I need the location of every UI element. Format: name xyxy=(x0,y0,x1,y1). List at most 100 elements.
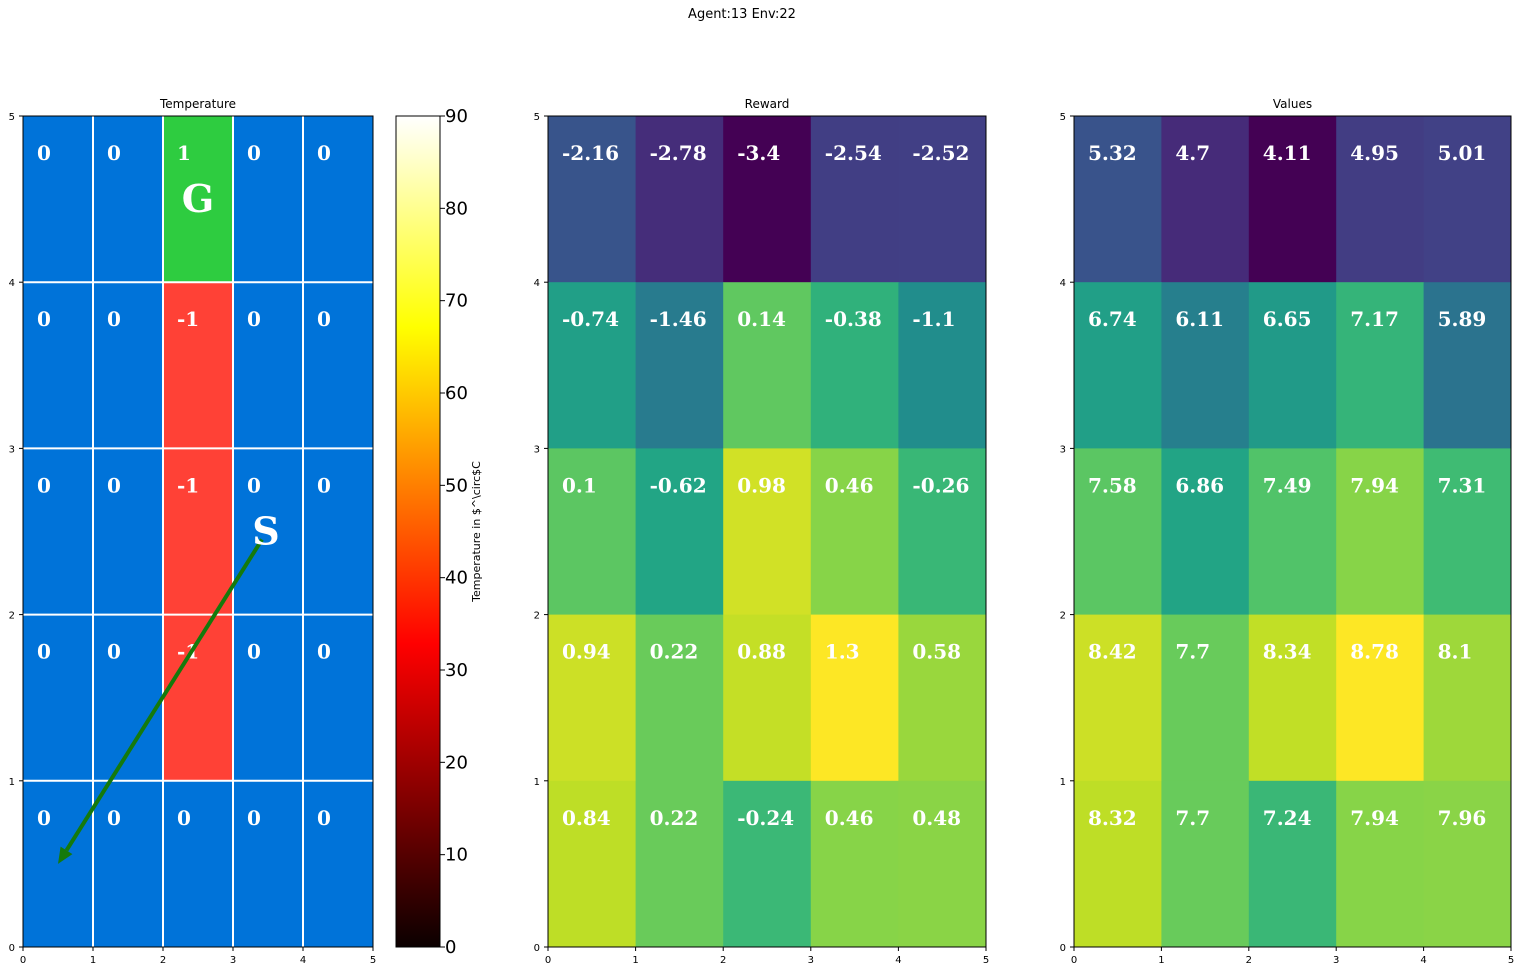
y-tick-label: 2 xyxy=(534,611,540,622)
heatmap-cell xyxy=(23,448,94,616)
y-tick-label: 4 xyxy=(9,278,15,289)
cell-value-label: 6.11 xyxy=(1175,307,1224,331)
cell-value-label: 0 xyxy=(107,640,121,664)
heatmap-cell xyxy=(233,448,304,616)
cell-value-label: 0.1 xyxy=(562,473,597,497)
cell-value-label: 0 xyxy=(107,473,121,497)
cell-value-label: 0 xyxy=(177,806,191,830)
heatmap-cell xyxy=(1423,116,1512,283)
cell-value-label: 7.58 xyxy=(1088,473,1137,497)
cell-value-label: 6.86 xyxy=(1175,473,1224,497)
cell-value-label: -1 xyxy=(177,307,199,331)
axes-frame xyxy=(1073,115,1512,948)
cell-value-label: 1 xyxy=(177,141,191,165)
cell-value-label: -0.74 xyxy=(562,307,619,331)
cell-value-label: 0 xyxy=(37,141,51,165)
cell-value-label: 0.98 xyxy=(737,473,786,497)
heatmap-cell xyxy=(93,282,164,449)
colorbar-tick-label: 10 xyxy=(445,845,468,866)
heatmap-cell xyxy=(1423,282,1512,449)
cell-value-label: 4.7 xyxy=(1175,141,1210,165)
y-tick-label: 2 xyxy=(1060,611,1066,622)
colorbar-label: Temperature in $^\circ$C xyxy=(470,461,483,603)
heatmap-cell xyxy=(303,282,374,449)
heatmap-cell xyxy=(93,116,164,283)
cell-value-label: 0 xyxy=(317,141,331,165)
cell-value-label: 0 xyxy=(317,640,331,664)
goal-marker: G xyxy=(182,176,214,221)
heatmap-cell xyxy=(898,448,987,616)
heatmap-cell xyxy=(303,614,374,782)
heatmap-cell xyxy=(723,448,812,616)
colorbar-tick-label: 60 xyxy=(445,383,468,404)
heatmap-cell xyxy=(635,116,724,283)
colorbar-tick-label: 70 xyxy=(445,291,468,312)
colorbar-tick-label: 50 xyxy=(445,475,468,496)
x-tick-label: 5 xyxy=(983,955,989,966)
axes-frame xyxy=(22,115,374,948)
y-tick-label: 5 xyxy=(1060,112,1066,123)
heatmap-cell xyxy=(163,116,234,283)
cell-value-label: -1.1 xyxy=(912,307,955,331)
heatmap-cell xyxy=(233,116,304,283)
cell-value-label: 0.22 xyxy=(650,806,699,830)
cell-value-label: 0 xyxy=(317,307,331,331)
heatmap-cell xyxy=(548,614,637,782)
x-tick-label: 0 xyxy=(20,955,26,966)
panel-title: Values xyxy=(1273,97,1312,111)
heatmap-cell xyxy=(93,448,164,616)
y-tick-label: 2 xyxy=(9,611,15,622)
cell-value-label: 0 xyxy=(247,640,261,664)
heatmap-cell xyxy=(93,780,164,948)
cell-value-label: 0.22 xyxy=(650,640,699,664)
cell-value-label: 0 xyxy=(317,473,331,497)
cell-value-label: 0.58 xyxy=(912,640,961,664)
cell-value-label: 0.94 xyxy=(562,640,611,664)
cell-value-label: -0.62 xyxy=(650,473,707,497)
cell-value-label: -2.54 xyxy=(825,141,882,165)
y-tick-label: 3 xyxy=(534,444,540,455)
heatmap-cell xyxy=(1248,614,1337,782)
panel-temperature: 0 0 1 0 00 0 -1 0 00 0 -1 0 00 0 -1 0 00 0 0 0 0GSTemperatur… xyxy=(9,97,377,966)
cell-value-label: 0.48 xyxy=(912,806,961,830)
axes-frame xyxy=(547,115,987,948)
cell-value-label: 0.84 xyxy=(562,806,611,830)
heatmap-cell xyxy=(1074,614,1162,782)
heatmap-cell xyxy=(723,282,812,449)
x-tick-label: 5 xyxy=(1508,955,1514,966)
x-tick-label: 3 xyxy=(808,955,814,966)
x-tick-label: 0 xyxy=(1071,955,1077,966)
cell-value-label: 8.32 xyxy=(1088,806,1137,830)
policy-arrowhead xyxy=(58,846,73,864)
y-tick-label: 1 xyxy=(9,777,15,788)
x-tick-label: 0 xyxy=(545,955,551,966)
heatmap-cell xyxy=(898,116,987,283)
heatmap-cell xyxy=(635,448,724,616)
cell-value-label: 0 xyxy=(107,141,121,165)
heatmap-cell xyxy=(810,282,899,449)
y-tick-label: 4 xyxy=(1060,278,1066,289)
cell-value-label: -2.52 xyxy=(912,141,969,165)
heatmap-cell xyxy=(1336,780,1425,948)
cell-value-label: 0.46 xyxy=(825,806,874,830)
cell-value-label: 0.14 xyxy=(737,307,786,331)
heatmap-cell xyxy=(233,282,304,449)
panel-reward: -2.16 -2.78 -3.4 -2.54 -2.52-0.74 -1.46 0.14 -0… xyxy=(534,97,990,966)
heatmap-cell xyxy=(23,780,94,948)
heatmap-cell xyxy=(1248,780,1337,948)
cell-value-label: 0 xyxy=(37,307,51,331)
heatmap-cell xyxy=(898,614,987,782)
heatmap-cell xyxy=(1161,448,1250,616)
heatmap-cell xyxy=(635,780,724,948)
cell-value-label: 4.11 xyxy=(1263,141,1312,165)
heatmap-cell xyxy=(1074,116,1162,283)
policy-arrow xyxy=(64,538,264,852)
cell-value-label: 0 xyxy=(247,806,261,830)
cell-value-label: -0.26 xyxy=(912,473,969,497)
heatmap-cell xyxy=(635,614,724,782)
cell-value-label: 6.65 xyxy=(1263,307,1312,331)
x-tick-label: 1 xyxy=(632,955,638,966)
x-tick-label: 4 xyxy=(1420,955,1426,966)
y-tick-label: 5 xyxy=(534,112,540,123)
